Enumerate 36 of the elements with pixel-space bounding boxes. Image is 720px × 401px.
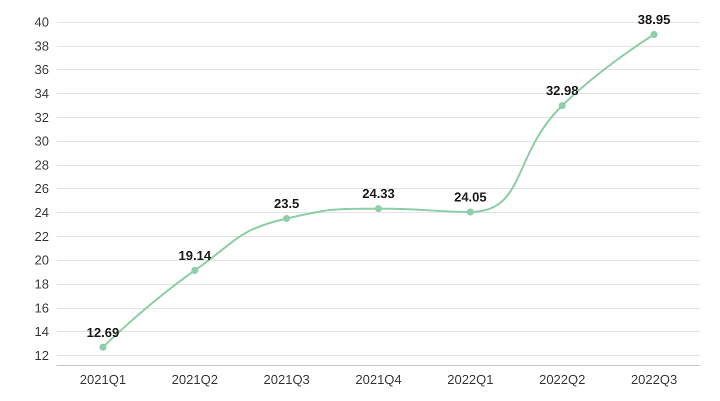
x-tick-label: 2022Q1 <box>447 372 494 387</box>
point <box>650 31 658 38</box>
x-tick-label: 2021Q3 <box>264 372 310 387</box>
y-tick-label: 26 <box>34 181 49 196</box>
data-label: 12.69 <box>86 324 120 340</box>
data-label: 24.33 <box>362 186 395 202</box>
data-label: 23.5 <box>274 196 300 212</box>
data-label: 24.05 <box>454 189 487 204</box>
y-tick-label: 32 <box>34 110 49 125</box>
y-tick-label: 28 <box>34 157 49 172</box>
y-tick-label: 24 <box>34 205 49 220</box>
y-tick-label: 40 <box>34 14 49 30</box>
point <box>375 205 382 212</box>
point <box>191 266 198 274</box>
y-tick-label: 34 <box>34 86 49 101</box>
x-tick-label: 2021Q2 <box>172 372 218 387</box>
y-tick-label: 36 <box>34 62 49 78</box>
y-tick-label: 20 <box>34 252 49 268</box>
point <box>283 215 290 222</box>
y-tick-label: 30 <box>34 134 49 149</box>
x-tick-label: 2021Q1 <box>80 372 126 387</box>
point <box>99 344 106 351</box>
y-tick-label: 12 <box>34 348 49 363</box>
data-label: 19.14 <box>178 248 212 263</box>
point <box>466 208 474 216</box>
x-tick-label: 2021Q4 <box>355 372 402 387</box>
x-tick-label: 2022Q2 <box>539 372 586 387</box>
point <box>558 102 566 110</box>
x-tick-label: 2022Q3 <box>630 372 678 387</box>
data-label: 32.98 <box>546 83 578 98</box>
y-tick-label: 38 <box>34 38 49 54</box>
data-label: 38.95 <box>638 12 670 28</box>
y-tick-label: 14 <box>34 324 49 340</box>
y-tick-label: 16 <box>34 300 49 316</box>
y-tick-label: 22 <box>34 228 49 244</box>
y-tick-label: 18 <box>34 276 49 292</box>
